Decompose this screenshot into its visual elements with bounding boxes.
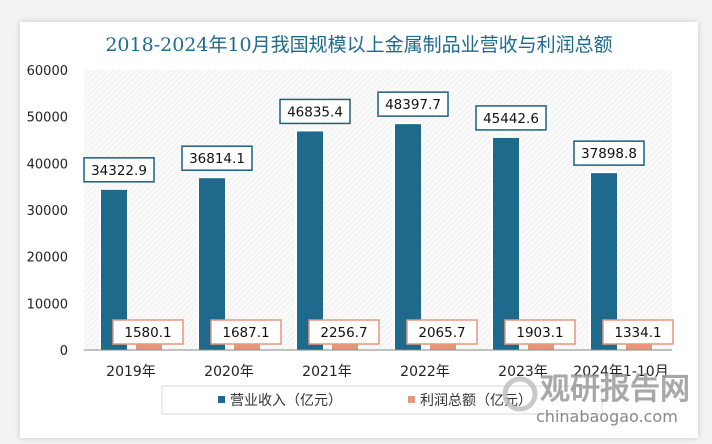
y-tick-label: 60000 — [27, 64, 68, 79]
chart-card: 2018-2024年10月我国规模以上金属制品业营收与利润总额 0 10000 20… — [20, 22, 698, 438]
data-label-box — [210, 319, 282, 345]
x-tick-label: 2022年 — [400, 364, 450, 380]
watermark-logo-icon — [502, 376, 538, 412]
profit-bar — [136, 342, 162, 350]
data-label: 36814.1 — [189, 151, 245, 167]
bar-chart: 2018-2024年10月我国规模以上金属制品业营收与利润总额 0 10000 20… — [27, 34, 690, 426]
x-tick-label: 2021年 — [302, 364, 352, 380]
y-tick-label: 0 — [60, 344, 68, 359]
data-label: 1687.1 — [222, 325, 269, 341]
data-label-box — [602, 319, 674, 345]
profit-bar — [528, 341, 554, 350]
y-tick-label: 20000 — [27, 251, 68, 266]
profit-bar — [626, 343, 652, 350]
revenue-bar — [493, 137, 519, 350]
legend-swatch — [218, 396, 225, 403]
data-label: 1580.1 — [124, 325, 171, 341]
profit-bar — [430, 340, 456, 350]
data-label-box — [83, 157, 155, 183]
y-tick-label: 30000 — [27, 204, 68, 219]
data-label-box — [112, 319, 184, 345]
revenue-bar — [297, 131, 323, 350]
legend-label: 营业收入（亿元） — [230, 393, 342, 409]
x-tick-label: 2023年 — [498, 364, 548, 380]
legend-swatch — [408, 396, 415, 403]
profit-bar — [234, 342, 260, 350]
data-label: 1903.1 — [516, 325, 563, 341]
x-tick-label: 2024年1-10月 — [573, 364, 668, 380]
data-label-box — [308, 319, 380, 345]
data-label-box — [279, 98, 351, 125]
legend — [161, 385, 603, 415]
x-tick-label: 2020年 — [204, 364, 254, 380]
x-tick-label: 2019年 — [106, 364, 156, 380]
data-label: 37898.8 — [581, 146, 637, 162]
data-label: 46835.4 — [287, 104, 343, 120]
data-label-box — [377, 91, 449, 117]
watermark-url: chinabaogao.com — [536, 407, 678, 426]
data-label: 1334.1 — [614, 325, 661, 341]
y-tick-label: 40000 — [27, 157, 68, 172]
data-label: 2065.7 — [418, 325, 465, 341]
data-label-box — [406, 319, 478, 345]
revenue-bar — [395, 124, 421, 350]
y-tick-label: 10000 — [27, 297, 68, 312]
data-label-box — [573, 140, 645, 166]
chart-title: 2018-2024年10月我国规模以上金属制品业营收与利润总额 — [105, 34, 612, 56]
data-label: 45442.6 — [483, 111, 539, 127]
data-label: 2256.7 — [320, 325, 367, 341]
data-label-box — [504, 319, 576, 345]
data-label: 34322.9 — [91, 163, 147, 179]
data-label-box — [475, 105, 547, 131]
watermark-brand: 观研报告网 — [540, 372, 690, 407]
watermark: 观研报告网 chinabaogao.com — [502, 372, 690, 426]
data-label: 48397.7 — [385, 97, 441, 113]
data-label-box — [181, 145, 253, 171]
y-tick-label: 50000 — [27, 111, 68, 126]
